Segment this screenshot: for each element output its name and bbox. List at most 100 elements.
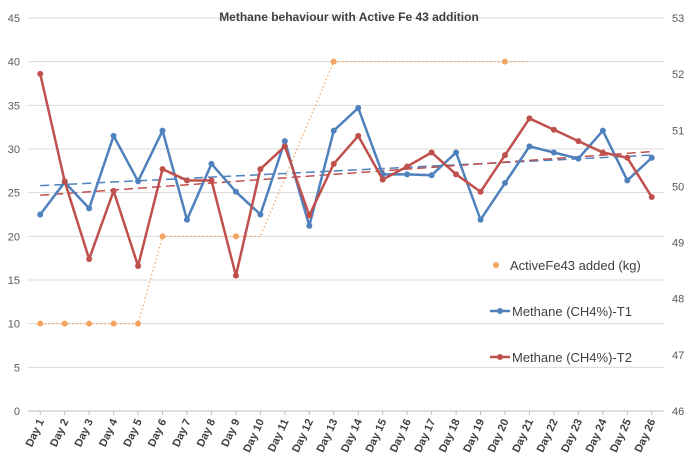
data-point bbox=[648, 154, 655, 161]
x-tick-label: Day 3 bbox=[73, 417, 96, 449]
y-right-tick-label: 49 bbox=[672, 238, 684, 250]
x-tick-label: Day 6 bbox=[146, 417, 169, 449]
x-tick-label: Day 15 bbox=[364, 417, 390, 454]
data-point bbox=[330, 127, 337, 134]
data-point bbox=[599, 127, 606, 134]
activefe43-point bbox=[110, 320, 117, 327]
data-point bbox=[477, 216, 484, 223]
x-tick-label: Day 2 bbox=[48, 417, 71, 449]
legend-marker bbox=[493, 262, 499, 268]
x-tick-label: Day 7 bbox=[170, 417, 193, 449]
legend-label: Methane (CH4%)-T2 bbox=[512, 350, 632, 365]
data-point bbox=[550, 149, 557, 156]
y-left-tick-label: 35 bbox=[8, 100, 20, 112]
data-point bbox=[184, 216, 190, 223]
activefe43-point bbox=[37, 320, 44, 327]
data-point bbox=[281, 138, 288, 145]
data-point bbox=[453, 171, 460, 178]
data-point bbox=[453, 149, 460, 156]
x-tick-label: Day 19 bbox=[461, 417, 487, 454]
data-point bbox=[257, 211, 264, 218]
data-point bbox=[404, 163, 411, 170]
data-point bbox=[110, 187, 117, 194]
data-point bbox=[599, 149, 606, 156]
y-left-tick-label: 25 bbox=[8, 188, 20, 200]
data-point bbox=[526, 143, 533, 150]
data-point bbox=[208, 160, 215, 167]
series-line bbox=[39, 106, 653, 228]
x-tick-label: Day 13 bbox=[315, 417, 341, 454]
x-tick-label: Day 23 bbox=[559, 417, 585, 454]
x-tick-label: Day 16 bbox=[388, 417, 414, 454]
legend-label: ActiveFe43 added (kg) bbox=[510, 258, 641, 273]
y-axis-right: 46 47 48 49 50 51 52 53 bbox=[672, 13, 684, 418]
data-point bbox=[86, 205, 93, 212]
activefe43-point bbox=[86, 320, 93, 327]
activefe43-point bbox=[502, 58, 508, 65]
y-left-tick-label: 40 bbox=[8, 57, 20, 69]
y-right-tick-label: 46 bbox=[672, 406, 684, 418]
activefe43-point bbox=[159, 233, 166, 240]
data-point bbox=[575, 155, 582, 162]
series-line bbox=[39, 73, 653, 277]
trendline bbox=[40, 154, 652, 187]
trendline bbox=[40, 150, 652, 197]
x-tick-label: Day 18 bbox=[437, 417, 463, 454]
x-tick-label: Day 22 bbox=[535, 417, 561, 454]
x-tick-label: Day 8 bbox=[195, 417, 218, 449]
x-tick-label: Day 14 bbox=[339, 416, 365, 454]
legend-item: Methane (CH4%)-T1 bbox=[490, 304, 632, 319]
chart-title: Methane behaviour with Active Fe 43 addi… bbox=[219, 10, 479, 24]
y-left-tick-label: 20 bbox=[8, 231, 20, 243]
activefe43-point bbox=[232, 233, 239, 240]
data-point bbox=[232, 272, 239, 279]
data-point bbox=[208, 177, 215, 184]
data-point bbox=[624, 177, 631, 184]
data-point bbox=[477, 188, 484, 195]
x-tick-label: Day 9 bbox=[219, 417, 242, 449]
series-methane-ch4-t2 bbox=[37, 70, 655, 279]
data-point bbox=[624, 154, 631, 161]
data-point bbox=[355, 132, 362, 139]
legend-item: ActiveFe43 added (kg) bbox=[493, 258, 641, 273]
series bbox=[37, 58, 655, 327]
y-right-tick-label: 48 bbox=[672, 294, 684, 306]
activefe43-point bbox=[330, 58, 337, 65]
data-point bbox=[502, 152, 508, 159]
x-tick-label: Day 5 bbox=[122, 417, 145, 449]
data-point bbox=[37, 211, 44, 218]
x-tick-label: Day 26 bbox=[633, 417, 659, 454]
trendlines bbox=[40, 150, 652, 197]
series-activefe43-added-kg bbox=[37, 58, 530, 327]
data-point bbox=[135, 263, 142, 270]
data-point bbox=[110, 132, 117, 139]
x-tick-label: Day 11 bbox=[266, 417, 292, 454]
y-left-tick-label: 0 bbox=[14, 406, 20, 418]
activefe43-point bbox=[135, 320, 142, 327]
y-left-tick-label: 45 bbox=[8, 13, 20, 25]
x-tick-label: Day 21 bbox=[510, 417, 536, 454]
data-point bbox=[281, 143, 288, 150]
data-point bbox=[355, 104, 362, 111]
data-point bbox=[61, 178, 68, 185]
y-left-tick-label: 15 bbox=[8, 275, 20, 287]
legend-label: Methane (CH4%)-T1 bbox=[512, 304, 632, 319]
data-point bbox=[575, 138, 582, 145]
x-tick-label: Day 1 bbox=[24, 417, 47, 449]
data-point bbox=[37, 70, 44, 77]
data-point bbox=[428, 149, 435, 156]
data-point bbox=[404, 171, 411, 178]
legend-marker bbox=[497, 308, 503, 314]
y-right-tick-label: 52 bbox=[672, 69, 684, 81]
data-point bbox=[526, 115, 533, 122]
data-point bbox=[306, 212, 313, 219]
data-point bbox=[306, 222, 313, 229]
x-tick-label: Day 12 bbox=[290, 417, 316, 454]
y-right-tick-label: 53 bbox=[672, 13, 684, 25]
activefe43-point bbox=[61, 320, 68, 327]
data-point bbox=[379, 176, 386, 183]
y-right-tick-label: 51 bbox=[672, 125, 684, 137]
x-tick-label: Day 10 bbox=[241, 417, 267, 454]
data-point bbox=[648, 194, 655, 201]
